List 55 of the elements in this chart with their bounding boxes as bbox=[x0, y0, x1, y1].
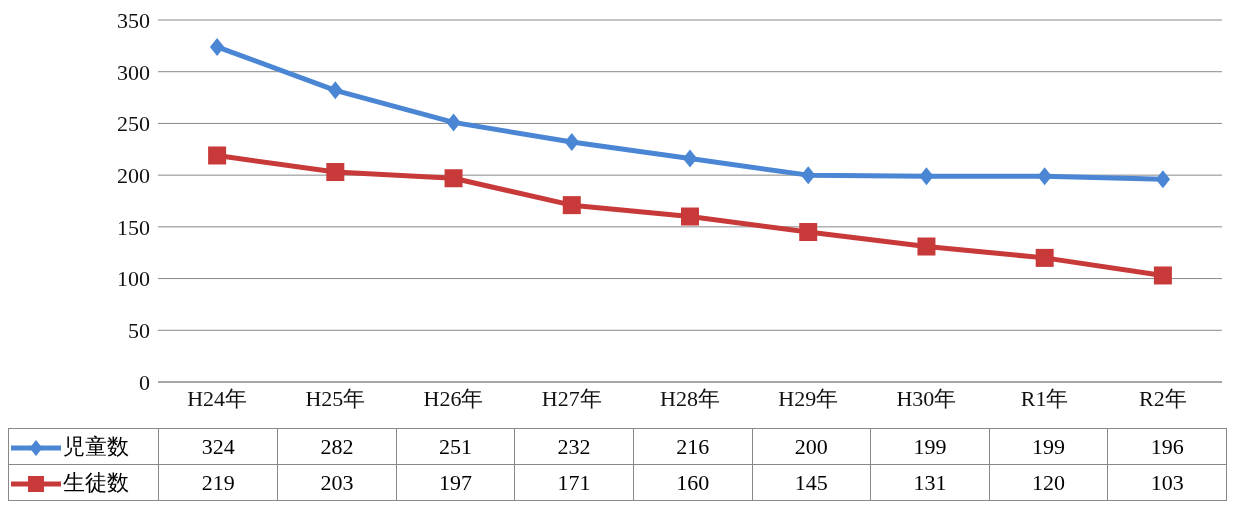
data-label: 232 bbox=[514, 428, 634, 465]
legend-label: 生徒数 bbox=[63, 469, 129, 495]
x-tick-label: R2年 bbox=[1139, 385, 1187, 411]
point bbox=[919, 167, 934, 186]
x-tick-label: H26年 bbox=[423, 385, 484, 411]
data-label: 199 bbox=[989, 428, 1108, 465]
data-label: 145 bbox=[752, 464, 871, 501]
point bbox=[799, 223, 818, 242]
y-tick-label: 300 bbox=[117, 59, 150, 85]
point bbox=[328, 81, 343, 100]
data-label: 219 bbox=[158, 464, 278, 501]
data-label: 216 bbox=[633, 428, 753, 465]
x-tick-label: H30年 bbox=[896, 385, 957, 411]
data-label: 203 bbox=[277, 464, 397, 501]
data-label: 103 bbox=[1107, 464, 1227, 501]
x-tick-label: R1年 bbox=[1020, 385, 1069, 411]
point bbox=[681, 207, 699, 226]
x-tick-label: H28年 bbox=[660, 385, 720, 411]
data-label: 324 bbox=[158, 428, 278, 465]
x-tick-label: H24年 bbox=[187, 385, 248, 411]
data-label: 282 bbox=[277, 428, 397, 465]
y-tick-label: 150 bbox=[117, 214, 150, 240]
point bbox=[326, 163, 345, 182]
y-tick-label: 350 bbox=[117, 7, 150, 33]
point bbox=[564, 133, 579, 152]
y-tick-label: 50 bbox=[128, 318, 150, 344]
point bbox=[1037, 167, 1052, 186]
y-tick-label: 250 bbox=[117, 111, 150, 137]
point bbox=[562, 196, 581, 215]
data-label: 171 bbox=[514, 464, 634, 501]
data-label: 196 bbox=[1107, 428, 1227, 465]
data-label: 251 bbox=[396, 428, 515, 465]
point bbox=[1153, 266, 1172, 285]
x-tick-label: H27年 bbox=[541, 385, 602, 411]
data-label: 197 bbox=[396, 464, 515, 501]
data-label: 200 bbox=[752, 428, 871, 465]
y-tick-label: 100 bbox=[117, 266, 150, 292]
point bbox=[1035, 248, 1054, 267]
x-tick-label: H29年 bbox=[778, 385, 839, 411]
point bbox=[1155, 170, 1171, 189]
point bbox=[917, 237, 936, 256]
y-tick-label: 200 bbox=[117, 162, 150, 188]
legend-label: 児童数 bbox=[63, 433, 129, 459]
point bbox=[209, 37, 225, 56]
data-label: 120 bbox=[989, 464, 1108, 501]
point bbox=[446, 113, 461, 132]
data-label: 160 bbox=[633, 464, 753, 501]
point bbox=[801, 166, 816, 185]
point bbox=[444, 169, 463, 188]
point bbox=[208, 146, 227, 165]
point bbox=[682, 149, 698, 168]
x-tick-label: H25年 bbox=[305, 385, 366, 411]
data-label: 199 bbox=[870, 428, 990, 465]
data-label: 131 bbox=[870, 464, 990, 501]
y-tick-label: 0 bbox=[139, 369, 150, 395]
